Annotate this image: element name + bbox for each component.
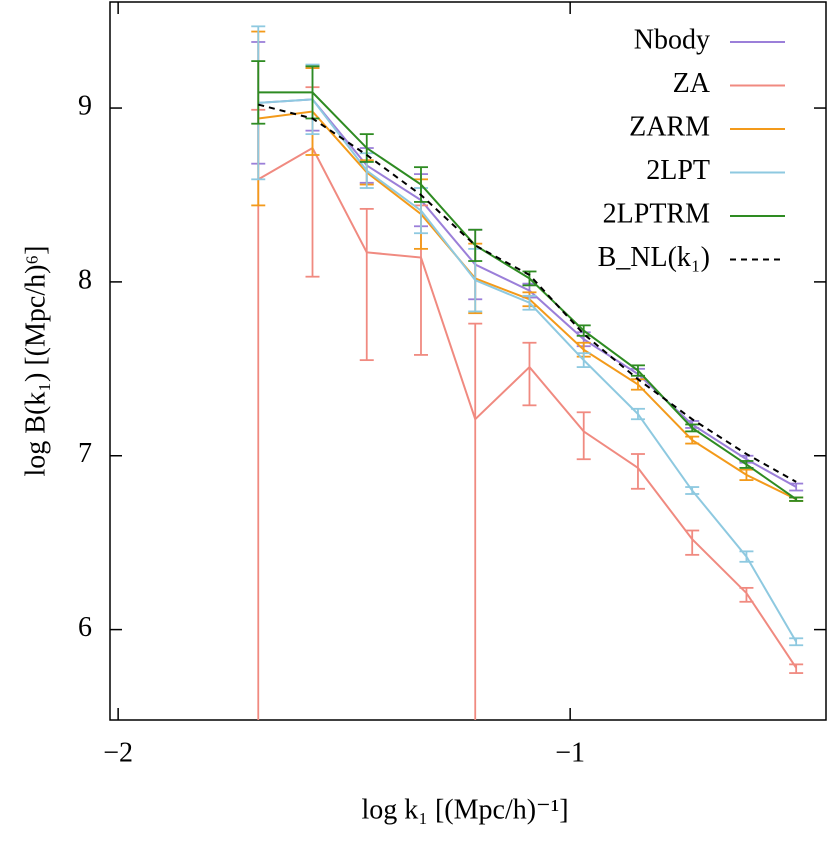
error-bar — [739, 586, 754, 603]
error-bar — [685, 529, 700, 556]
legend-label: ZA — [673, 68, 711, 99]
error-bar — [468, 322, 483, 720]
error-bar — [789, 663, 804, 674]
legend-label: 2LPT — [646, 155, 710, 186]
x-tick-label: −1 — [555, 737, 585, 768]
error-bar — [630, 407, 645, 421]
error-bar — [576, 324, 591, 337]
legend-label: ZARM — [629, 111, 710, 142]
x-axis-label: log k₁ [(Mpc/h)⁻¹] — [361, 794, 568, 825]
y-tick-label: 6 — [78, 612, 92, 643]
y-tick-label: 9 — [78, 90, 92, 121]
error-bar — [468, 228, 483, 262]
plot-frame — [109, 1, 827, 721]
plot-area — [251, 25, 804, 720]
error-bar — [685, 435, 700, 445]
error-bar — [522, 270, 537, 287]
error-bar — [522, 341, 537, 407]
legend-label: 2LPTRM — [603, 198, 710, 229]
error-bar — [789, 496, 804, 502]
error-bar — [789, 482, 804, 492]
series-line — [257, 146, 797, 669]
error-bar — [685, 423, 700, 433]
y-tick-label: 7 — [78, 438, 92, 469]
y-axis-label: log B(k₁) [(Mpc/h)⁶] — [20, 245, 51, 476]
error-bar — [685, 486, 700, 495]
error-bar — [739, 468, 754, 481]
error-bar — [630, 453, 645, 490]
error-bar — [251, 60, 266, 125]
error-bar — [789, 637, 804, 647]
error-bar — [739, 550, 754, 563]
error-bar — [630, 364, 645, 377]
error-bar — [576, 352, 591, 368]
error-bar — [359, 133, 374, 163]
series-line — [258, 103, 797, 483]
legend-label: Nbody — [634, 24, 710, 55]
error-bar — [359, 207, 374, 362]
x-tick-label: −2 — [103, 737, 133, 768]
legend-label: B_NL(k₁) — [598, 242, 710, 273]
error-bar — [576, 411, 591, 461]
y-tick-label: 8 — [78, 264, 92, 295]
error-bar — [739, 460, 754, 469]
error-bar — [522, 294, 537, 311]
